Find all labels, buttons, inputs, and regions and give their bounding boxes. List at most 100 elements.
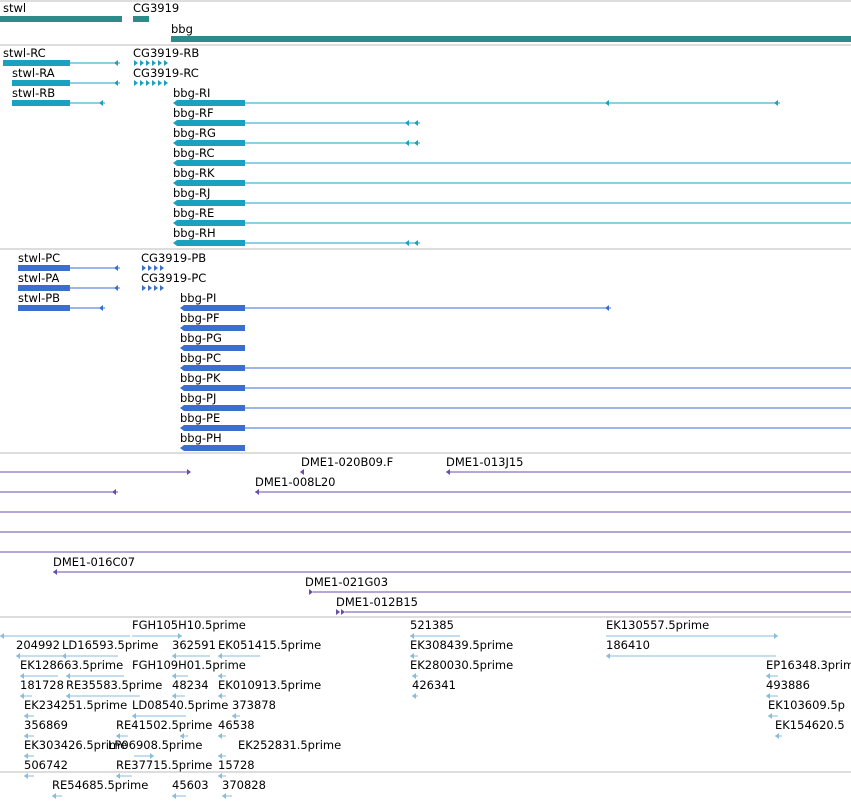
reverse-strand-arrow [0, 633, 4, 639]
feature-label[interactable]: EK234251.5prime [24, 698, 128, 712]
feature-label[interactable]: stwl-RC [3, 46, 46, 60]
feature-label[interactable]: EP16348.3prim [766, 658, 851, 672]
feature-label[interactable]: 356869 [24, 718, 68, 732]
feature-label[interactable]: bbg-RI [173, 86, 211, 100]
reverse-strand-arrow [188, 160, 192, 166]
reverse-strand-arrow [182, 140, 186, 146]
feature-label[interactable]: CG3919-RB [133, 46, 200, 60]
feature-label[interactable]: 373878 [232, 698, 276, 712]
feature-label[interactable]: 15728 [218, 758, 255, 772]
feature-label[interactable]: bbg [171, 22, 193, 36]
feature-label[interactable]: EK303426.5prime [24, 738, 128, 752]
feature-label[interactable]: 493886 [766, 678, 810, 692]
reverse-strand-arrow [180, 325, 184, 331]
feature-label[interactable]: bbg-PF [180, 311, 220, 325]
feature-label[interactable]: stwl-PB [18, 291, 61, 305]
feature-label[interactable]: stwl [3, 1, 27, 15]
feature-label[interactable]: bbg-RC [173, 146, 215, 160]
feature-label[interactable]: CG3919 [133, 1, 180, 15]
feature-label[interactable]: 506742 [24, 758, 68, 772]
reverse-strand-arrow [189, 325, 193, 331]
feature-label[interactable]: CG3919-RC [133, 66, 199, 80]
feature-label[interactable]: EK051415.5prime [218, 638, 322, 652]
reverse-strand-arrow [189, 345, 193, 351]
feature-label[interactable]: bbg-PK [180, 371, 221, 385]
feature-label[interactable]: 181728 [20, 678, 64, 692]
feature-label[interactable]: EK010913.5prime [218, 678, 322, 692]
feature-label[interactable]: CG3919-PB [141, 251, 207, 265]
feature-label[interactable]: RE41502.5prime [116, 718, 213, 732]
forward-strand-arrow [774, 633, 778, 639]
reverse-strand-arrow [66, 673, 70, 679]
reverse-strand-arrow [173, 140, 177, 146]
feature-label[interactable]: DME1-020B09.F [301, 455, 394, 469]
feature-label[interactable]: EK130557.5prime [606, 618, 710, 632]
feature-label[interactable]: bbg-RK [173, 166, 215, 180]
reverse-strand-arrow [114, 265, 118, 271]
feature-label[interactable]: bbg-PE [180, 411, 221, 425]
feature-label[interactable]: bbg-PC [180, 351, 222, 365]
feature-label[interactable]: DME1-016C07 [53, 555, 136, 569]
feature-label[interactable]: EK252831.5prime [238, 738, 342, 752]
feature-label[interactable]: LP06908.5prime [108, 738, 203, 752]
feature-label[interactable]: EK280030.5prime [410, 658, 514, 672]
exon-block [12, 100, 70, 106]
reverse-strand-arrow [188, 220, 192, 226]
feature-label[interactable]: 48234 [172, 678, 209, 692]
feature-label[interactable]: stwl-PC [18, 251, 61, 265]
feature-label[interactable]: LD08540.5prime [132, 698, 229, 712]
forward-strand-arrow [160, 265, 164, 271]
feature-label[interactable]: stwl-RA [12, 66, 55, 80]
feature-label[interactable]: CG3919-PC [141, 271, 207, 285]
forward-strand-arrow [187, 469, 191, 475]
feature-label[interactable]: stwl-PA [18, 271, 60, 285]
forward-strand-arrow [150, 753, 154, 759]
feature-label[interactable]: DME1-021G03 [305, 575, 389, 589]
reverse-strand-arrow [207, 325, 211, 331]
feature-label[interactable]: bbg-RG [173, 126, 216, 140]
reverse-strand-arrow [412, 693, 416, 699]
feature-label[interactable]: stwl-RB [12, 86, 56, 100]
feature-label[interactable]: LD16593.5prime [62, 638, 159, 652]
feature-label[interactable]: 204992 [16, 638, 60, 652]
feature-label[interactable]: bbg-PH [180, 431, 222, 445]
feature-label[interactable]: 521385 [410, 618, 454, 632]
feature-label[interactable]: bbg-RF [173, 106, 214, 120]
feature-label[interactable]: bbg-PI [180, 291, 217, 305]
feature-label[interactable]: 45603 [172, 778, 209, 792]
feature-label[interactable]: bbg-RE [173, 206, 215, 220]
reverse-strand-arrow [172, 673, 176, 679]
feature-label[interactable]: 370828 [222, 778, 266, 792]
feature-label[interactable]: DME1-012B15 [336, 595, 418, 609]
feature-label[interactable]: 46538 [218, 718, 255, 732]
feature-label[interactable]: EK308439.5prime [410, 638, 514, 652]
feature-label[interactable]: FGH105H10.5prime [132, 618, 246, 632]
reverse-strand-arrow [180, 305, 184, 311]
exon-block [184, 325, 245, 331]
feature-label[interactable]: DME1-013J15 [446, 455, 524, 469]
feature-label[interactable]: 426341 [412, 678, 456, 692]
feature-label[interactable]: 186410 [606, 638, 650, 652]
reverse-strand-arrow [207, 405, 211, 411]
feature-label[interactable]: EK103609.5p [768, 698, 845, 712]
gene-block [133, 16, 149, 22]
feature-label[interactable]: bbg-RH [173, 226, 216, 240]
reverse-strand-arrow [410, 633, 414, 639]
feature-label[interactable]: FGH109H01.5prime [132, 658, 246, 672]
feature-label[interactable]: RE37715.5prime [116, 758, 213, 772]
feature-label[interactable]: bbg-PJ [180, 391, 217, 405]
feature-label[interactable]: bbg-PG [180, 331, 222, 345]
feature-label[interactable]: DME1-008L20 [255, 475, 336, 489]
feature-label[interactable]: EK154620.5 [775, 718, 845, 732]
forward-strand-arrow [142, 265, 146, 271]
exon-block [177, 140, 245, 146]
reverse-strand-arrow [405, 140, 409, 146]
feature-label[interactable]: bbg-RJ [173, 186, 211, 200]
feature-label[interactable]: 362591 [172, 638, 216, 652]
feature-label[interactable]: RE54685.5prime [52, 778, 149, 792]
feature-label[interactable]: RE35583.5prime [66, 678, 163, 692]
reverse-strand-arrow [180, 345, 184, 351]
feature-label[interactable]: EK128663.5prime [20, 658, 124, 672]
reverse-strand-arrow [414, 120, 418, 126]
